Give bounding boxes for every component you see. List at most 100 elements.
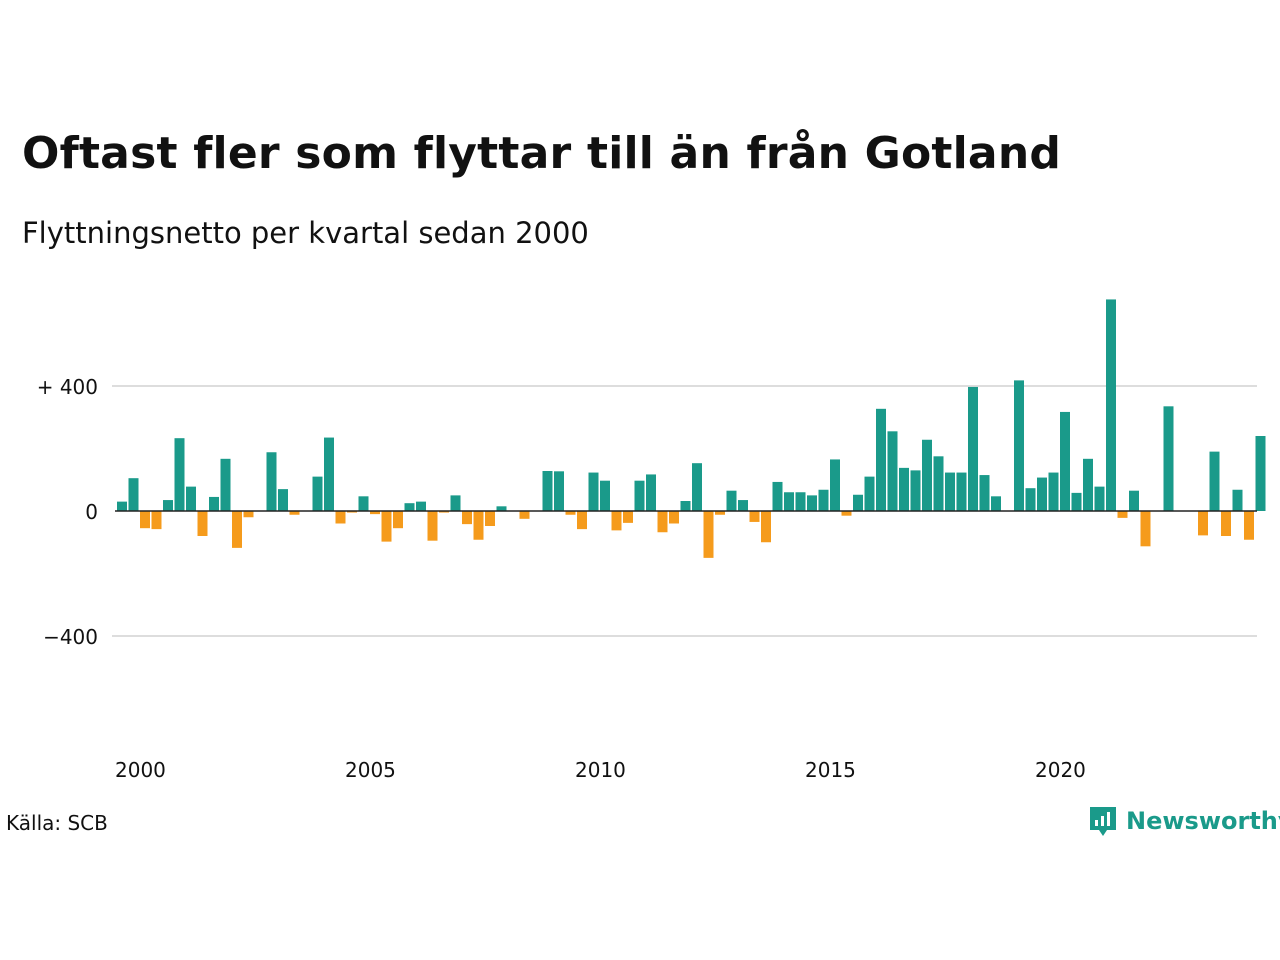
- bar: [1244, 511, 1254, 540]
- bar: [565, 511, 576, 515]
- bar: [795, 492, 806, 511]
- bar: [243, 511, 254, 518]
- bar: [450, 495, 461, 511]
- gridlines: [112, 385, 1257, 637]
- bar: [703, 511, 714, 558]
- bar: [922, 439, 932, 511]
- bar: [657, 511, 668, 533]
- bar: [151, 511, 162, 530]
- bar: [416, 501, 426, 511]
- bar: [646, 474, 656, 511]
- bar: [945, 472, 955, 511]
- bar: [370, 511, 380, 515]
- bar: [830, 459, 840, 511]
- bar: [634, 480, 645, 511]
- bar: [554, 471, 564, 511]
- x-tick-label: 2005: [345, 758, 396, 782]
- bar: [197, 511, 208, 536]
- bar: [140, 511, 150, 529]
- bar: [1094, 486, 1105, 511]
- bar: [335, 511, 346, 524]
- bar: [692, 463, 702, 511]
- bar: [393, 511, 403, 529]
- bar: [209, 496, 219, 511]
- x-tick-label: 2020: [1035, 758, 1086, 782]
- bar: [1014, 380, 1024, 511]
- bar: [278, 489, 288, 511]
- bar: [600, 480, 610, 511]
- bar: [1198, 511, 1208, 536]
- chart-title: Oftast fler som flyttar till än från Got…: [22, 128, 1062, 179]
- axis-labels: + 400 0 −400 2000 2005 2010 2015 2020: [37, 375, 1086, 782]
- bar: [1060, 411, 1070, 511]
- bar: [485, 511, 495, 526]
- bar: [1209, 451, 1220, 511]
- bars: [117, 299, 1266, 558]
- bar: [1106, 299, 1116, 511]
- bar: [715, 511, 725, 515]
- bar: [1140, 511, 1151, 547]
- brand-name: Newsworthy: [1126, 807, 1280, 835]
- bar: [519, 511, 530, 519]
- bar: [876, 408, 886, 511]
- bar: [163, 500, 173, 511]
- bar: [818, 489, 829, 511]
- bar: [611, 511, 622, 531]
- bar: [1025, 488, 1036, 511]
- bar: [956, 472, 967, 511]
- bar: [669, 511, 679, 524]
- bar: [473, 511, 484, 540]
- bar: [427, 511, 438, 541]
- x-tick-label: 2015: [805, 758, 856, 782]
- bar: [784, 492, 794, 511]
- brand-logo: Newsworthy: [1088, 804, 1280, 838]
- bar: [220, 458, 231, 511]
- bar: [979, 475, 990, 511]
- bar: [1071, 492, 1082, 511]
- bar: [738, 500, 748, 511]
- bar: [588, 472, 599, 511]
- chart-subtitle: Flyttningsnetto per kvartal sedan 2000: [22, 216, 589, 250]
- bar: [266, 452, 277, 511]
- bar: [542, 471, 553, 511]
- bar: [1117, 511, 1128, 518]
- bar: [807, 495, 817, 511]
- bar: [933, 456, 944, 511]
- bar: [1232, 489, 1243, 511]
- bar: [864, 476, 875, 511]
- x-tick-label: 2000: [115, 758, 166, 782]
- bar: [462, 511, 472, 525]
- bar: [381, 511, 392, 542]
- x-tick-label: 2010: [575, 758, 626, 782]
- bar: [853, 494, 863, 511]
- bar: [186, 486, 196, 511]
- bar: [726, 490, 737, 511]
- y-tick-label: 0: [85, 500, 98, 524]
- bar: [899, 467, 909, 511]
- bar: [128, 478, 139, 511]
- bar: [289, 511, 300, 515]
- bar-chart: + 400 0 −400 2000 2005 2010 2015 2020: [37, 299, 1266, 782]
- bar: [174, 438, 185, 511]
- bar: [358, 496, 369, 511]
- bar: [117, 501, 127, 511]
- bar: [312, 476, 323, 511]
- source-note: Källa: SCB: [6, 811, 108, 835]
- bar: [496, 506, 507, 511]
- bar: [1221, 511, 1231, 536]
- bar: [1083, 458, 1093, 511]
- bar: [772, 481, 783, 511]
- bar: [841, 511, 852, 516]
- bar: [1037, 477, 1047, 511]
- y-tick-label: + 400: [37, 375, 98, 399]
- bar: [623, 511, 633, 523]
- bar: [749, 511, 760, 522]
- bar: [1163, 406, 1174, 511]
- bar: [761, 511, 771, 543]
- bar: [577, 511, 587, 530]
- bar: [1129, 490, 1139, 511]
- bar: [1048, 472, 1059, 511]
- y-tick-label: −400: [43, 625, 98, 649]
- bar: [1255, 436, 1266, 511]
- bar: [439, 511, 449, 513]
